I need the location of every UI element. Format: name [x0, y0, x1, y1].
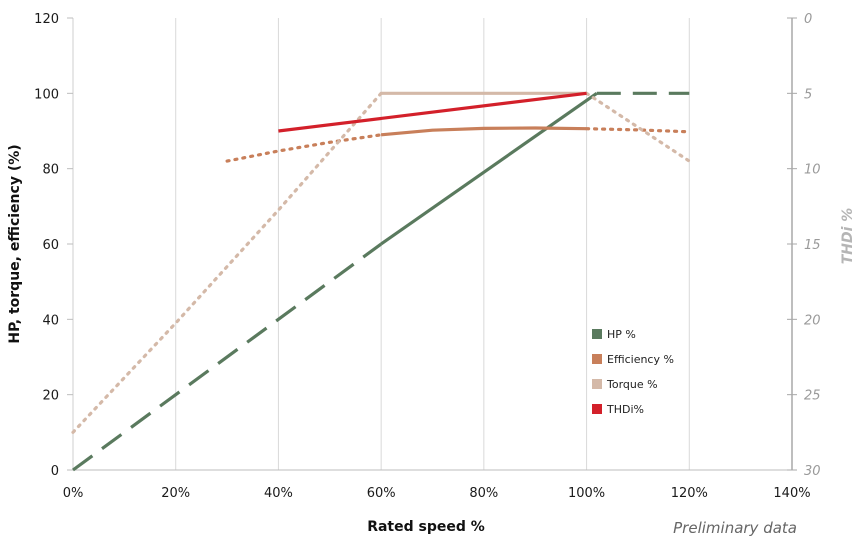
y2-tick-labels: 30 25 20 15 10 5 0 [804, 12, 821, 479]
preliminary-note: Preliminary data [673, 519, 797, 537]
y-tick-label: 40 [42, 313, 59, 328]
x-tick-label: 80% [469, 486, 498, 501]
x-tick-label: 60% [367, 486, 396, 501]
y-tick-label: 0 [51, 464, 59, 479]
x-tick-label: 100% [568, 486, 605, 501]
y2-tick-label: 10 [804, 163, 821, 178]
series-hp-segment-1 [380, 91, 598, 246]
legend-swatch [592, 354, 602, 364]
legend-swatch [592, 379, 602, 389]
y-tick-label: 80 [42, 163, 59, 178]
series-efficiency-segment-0 [225, 133, 383, 163]
legend-swatch [592, 329, 602, 339]
x-tick-label: 140% [773, 486, 810, 501]
vertical-gridlines [175, 18, 793, 470]
y2-tick-label: 25 [804, 389, 821, 404]
series-torque-segment-2 [584, 91, 691, 163]
series-efficiency-segment-2 [584, 127, 691, 134]
x-tick-label: 0% [63, 486, 84, 501]
x-tick-label: 120% [671, 486, 708, 501]
legend-label: THDi% [606, 403, 644, 416]
y-tick-label: 20 [42, 389, 59, 404]
y2-tick-label: 5 [804, 87, 812, 102]
legend-swatch [592, 404, 602, 414]
legend-label: Efficiency % [607, 353, 674, 366]
x-tick-labels: 0% 20% 40% 60% 80% 100% 120% 140% [63, 486, 811, 501]
y2-tick-label: 15 [804, 238, 821, 253]
x-tick-label: 40% [264, 486, 293, 501]
y-tick-label: 100 [34, 87, 59, 102]
x-axis-title: Rated speed % [367, 519, 485, 535]
series-thdi-segment-0 [278, 91, 587, 133]
x-tick-label: 20% [161, 486, 190, 501]
series-lines [71, 91, 691, 472]
legend-label: Torque % [606, 378, 658, 391]
y2-tick-label: 0 [804, 12, 812, 27]
series-torque-segment-0 [71, 91, 383, 434]
series-hp-segment-0 [72, 242, 383, 472]
y-axis-title: HP, torque, efficiency (%) [7, 144, 23, 343]
y-tick-label: 120 [34, 12, 59, 27]
legend: HP % Efficiency % Torque % THDi% [592, 328, 674, 416]
series-efficiency-segment-1 [380, 126, 587, 137]
legend-label: HP % [607, 328, 636, 341]
axes [67, 17, 797, 471]
y-tick-labels: 0 20 40 60 80 100 120 [34, 12, 59, 479]
y2-axis-title: THDi % [840, 208, 852, 265]
y2-tick-label: 30 [804, 464, 821, 479]
y-tick-label: 60 [42, 238, 59, 253]
y2-tick-label: 20 [804, 313, 821, 328]
